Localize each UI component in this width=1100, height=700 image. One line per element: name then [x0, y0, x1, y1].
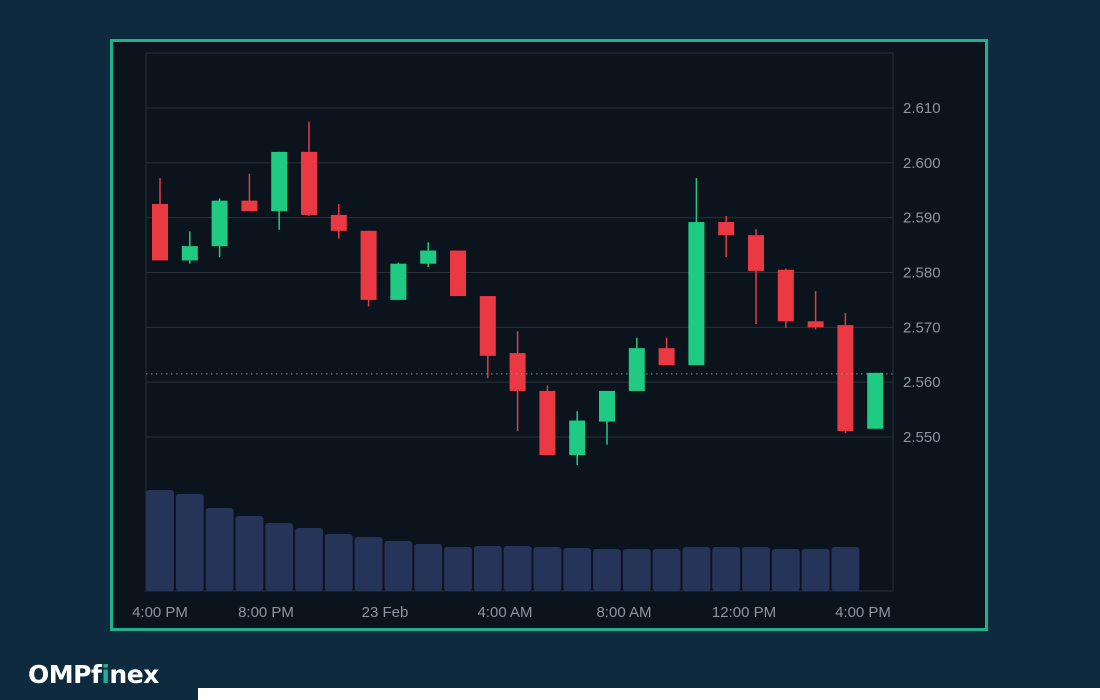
- candle-down[interactable]: [807, 321, 824, 328]
- candle-down[interactable]: [241, 200, 258, 212]
- omp-finex-logo: OMPfinex: [28, 660, 159, 689]
- y-axis-tick-label: 2.560: [903, 374, 941, 391]
- volume-bar: [831, 547, 860, 591]
- volume-bar: [384, 541, 413, 591]
- volume-bar: [682, 547, 711, 591]
- candle-down[interactable]: [330, 214, 347, 231]
- volume-bar: [354, 537, 383, 591]
- candle-down[interactable]: [777, 269, 794, 322]
- volume-bar: [265, 523, 294, 591]
- candle-up[interactable]: [599, 390, 615, 422]
- candle-up[interactable]: [569, 420, 586, 456]
- candle-up[interactable]: [688, 222, 705, 366]
- volume-bar: [771, 549, 800, 591]
- y-axis-tick-label: 2.590: [903, 210, 941, 227]
- candle-up[interactable]: [211, 200, 228, 247]
- candle-down[interactable]: [718, 222, 735, 236]
- candle-up[interactable]: [420, 250, 437, 264]
- logo-prefix: OMPf: [28, 660, 102, 689]
- volume-bar: [205, 508, 234, 591]
- plot-area-border: [145, 52, 894, 592]
- volume-bar: [712, 547, 741, 591]
- candlestick-chart[interactable]: 2.610 2.600 2.590 2.580 2.570 2.560 2.550 4:00 …: [113, 42, 985, 628]
- y-axis-tick-label: 2.550: [903, 429, 941, 446]
- candle-up[interactable]: [867, 372, 884, 429]
- candle-down[interactable]: [509, 353, 526, 391]
- volume-bar: [533, 547, 562, 591]
- volume-bar: [593, 549, 621, 591]
- candle-down[interactable]: [479, 296, 496, 356]
- candle-up[interactable]: [390, 263, 407, 300]
- x-axis-tick-label: 12:00 PM: [712, 604, 776, 621]
- volume-bar: [622, 549, 651, 591]
- x-axis-tick-label: 23 Feb: [362, 604, 409, 621]
- chart-frame: 2.610 2.600 2.590 2.580 2.570 2.560 2.550 4:00 …: [110, 39, 988, 631]
- candle-up[interactable]: [271, 151, 288, 212]
- volume-bar: [473, 546, 502, 591]
- x-axis-tick-label: 4:00 PM: [835, 604, 891, 621]
- volume-bar: [652, 549, 681, 591]
- x-axis-tick-label: 8:00 PM: [238, 604, 294, 621]
- candle-up[interactable]: [181, 246, 198, 261]
- candle-down[interactable]: [450, 250, 466, 297]
- candle-down[interactable]: [539, 390, 556, 456]
- volume-bar: [146, 490, 174, 591]
- candle-up[interactable]: [628, 348, 645, 391]
- volume-bar: [235, 516, 264, 591]
- y-axis-tick-label: 2.600: [903, 155, 941, 172]
- x-axis-tick-label: 4:00 AM: [477, 604, 532, 621]
- volume-bar: [414, 544, 443, 591]
- y-axis-tick-label: 2.570: [903, 319, 941, 336]
- volume-bar: [175, 494, 204, 591]
- volume-bar: [295, 528, 323, 591]
- volume-bar: [742, 547, 770, 591]
- y-axis-tick-label: 2.610: [903, 100, 941, 117]
- volume-bar: [503, 546, 532, 591]
- candle-down[interactable]: [360, 230, 377, 300]
- logo-suffix: nex: [109, 660, 159, 689]
- candle-down[interactable]: [748, 235, 764, 271]
- candle-down[interactable]: [301, 151, 317, 215]
- candle-down[interactable]: [152, 203, 168, 261]
- candle-down[interactable]: [837, 325, 854, 431]
- x-axis-tick-label: 8:00 AM: [596, 604, 651, 621]
- volume-bar: [563, 548, 592, 591]
- volume-bar: [801, 549, 830, 591]
- y-axis-tick-label: 2.580: [903, 264, 941, 281]
- volume-bar: [324, 534, 353, 591]
- bottom-banner: [198, 688, 1100, 700]
- candle-down[interactable]: [658, 348, 675, 366]
- volume-bar: [444, 547, 472, 591]
- logo-accent: i: [101, 660, 110, 689]
- x-axis-tick-label: 4:00 PM: [132, 604, 188, 621]
